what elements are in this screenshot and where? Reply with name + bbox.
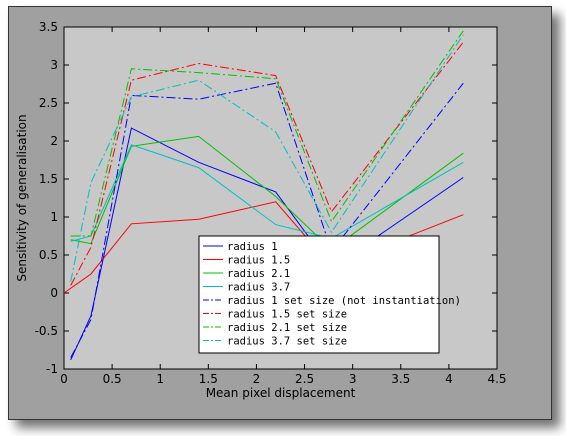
x-tick-label: 1.5	[199, 372, 218, 386]
y-tick-label: 2	[50, 134, 58, 148]
x-tick-label: 3	[349, 372, 357, 386]
y-tick-label: 3.5	[39, 20, 58, 34]
legend-entry-label: radius 1.5	[227, 255, 290, 267]
legend-entry-label: radius 3.7	[227, 282, 290, 294]
y-tick-label: 0	[50, 286, 58, 300]
y-tick-label: 1	[50, 210, 58, 224]
legend-entry-label: radius 1	[227, 241, 278, 253]
legend-box	[198, 235, 440, 354]
series-line-6	[70, 30, 464, 237]
x-tick-label: 2	[253, 372, 261, 386]
y-tick-label: 3	[50, 58, 58, 72]
x-tick-label: 0	[60, 372, 68, 386]
x-tick-label: 4	[445, 372, 453, 386]
legend-entry-label: radius 2.1 set size	[227, 322, 347, 334]
legend-entry-label: radius 2.1	[227, 268, 290, 280]
x-tick-label: 2.5	[295, 372, 314, 386]
x-tick-label: 3.5	[391, 372, 410, 386]
legend-entry-label: radius 3.7 set size	[227, 336, 347, 348]
legend-entry-label: radius 1.5 set size	[227, 309, 347, 321]
x-tick-label: 0.5	[103, 372, 122, 386]
y-tick-label: 1.5	[39, 172, 58, 186]
x-tick-label: 4.5	[487, 372, 506, 386]
y-axis-label: Sensitivity of generalisation	[15, 114, 29, 281]
y-tick-label: 0.5	[39, 248, 58, 262]
series-line-5	[70, 41, 464, 286]
x-tick-label: 1	[156, 372, 164, 386]
series-line-7	[70, 34, 464, 282]
legend-entry-label: radius 1 set size (not instantiation)	[227, 295, 461, 307]
y-tick-label: 2.5	[39, 96, 58, 110]
x-axis-label: Mean pixel displacement	[206, 386, 356, 400]
y-tick-label: -0.5	[35, 324, 58, 338]
y-tick-label: -1	[46, 362, 58, 376]
